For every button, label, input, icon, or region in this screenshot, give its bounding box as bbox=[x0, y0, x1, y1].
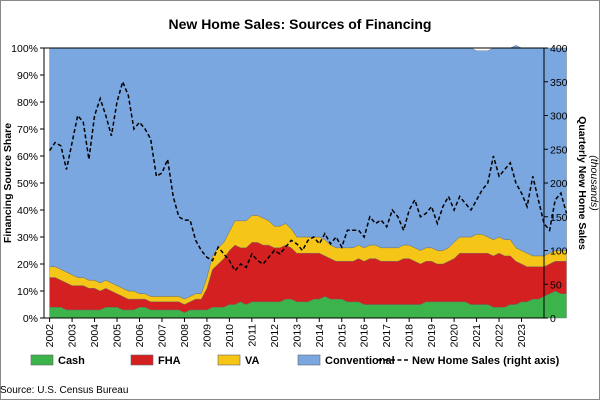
x-tick-label: 2017 bbox=[381, 324, 393, 348]
left-axis-title: Financing Source Share bbox=[2, 123, 14, 243]
chart-title: New Home Sales: Sources of Financing bbox=[169, 16, 432, 32]
x-tick-label: 2005 bbox=[112, 324, 124, 348]
legend-label-new-home-sales-right-axis: New Home Sales (right axis) bbox=[412, 355, 560, 367]
left-tick-label: 10% bbox=[17, 286, 38, 298]
left-tick-label: 0% bbox=[23, 313, 38, 325]
right-tick-label: 200 bbox=[550, 178, 568, 190]
left-tick-label: 100% bbox=[11, 43, 38, 55]
left-tick-label: 40% bbox=[17, 205, 38, 217]
right-tick-label: 300 bbox=[550, 111, 568, 123]
right-tick-label: 350 bbox=[550, 77, 568, 89]
left-tick-label: 50% bbox=[17, 178, 38, 190]
right-tick-label: 100 bbox=[550, 246, 568, 258]
x-tick-label: 2004 bbox=[89, 324, 101, 348]
x-tick-label: 2019 bbox=[426, 324, 438, 348]
x-tick-label: 2018 bbox=[404, 324, 416, 348]
legend-swatch-conventional bbox=[297, 354, 321, 366]
source-note: Source: U.S. Census Bureau bbox=[0, 385, 128, 396]
legend-swatch-cash bbox=[30, 354, 54, 366]
left-tick-label: 80% bbox=[17, 97, 38, 109]
right-tick-label: 0 bbox=[550, 313, 556, 325]
left-tick-label: 20% bbox=[17, 259, 38, 271]
x-tick-label: 2009 bbox=[201, 324, 213, 348]
x-tick-label: 2006 bbox=[134, 324, 146, 348]
x-tick-label: 2010 bbox=[224, 324, 236, 348]
left-tick-label: 70% bbox=[17, 124, 38, 136]
x-tick-label: 2015 bbox=[336, 324, 348, 348]
right-axis-subtitle: (thousands) bbox=[588, 155, 600, 210]
left-tick-label: 30% bbox=[17, 232, 38, 244]
right-tick-label: 250 bbox=[550, 144, 568, 156]
legend: Cash FHA VA Conventional New Home Sales (rig… bbox=[30, 354, 560, 367]
plot-area bbox=[49, 45, 567, 319]
x-tick-label: 2016 bbox=[359, 324, 371, 348]
x-tick-label: 2014 bbox=[314, 324, 326, 348]
x-tick-label: 2011 bbox=[246, 324, 258, 347]
x-tick-label: 2022 bbox=[494, 324, 506, 348]
right-axis: 0 50 100 150 200 250 300 350 400 bbox=[544, 43, 568, 325]
x-tick-label: 2003 bbox=[67, 324, 79, 348]
x-tick-label: 2023 bbox=[516, 324, 528, 348]
right-tick-label: 150 bbox=[550, 212, 568, 224]
x-tick-label: 2021 bbox=[471, 324, 483, 348]
left-axis: 0% 10% 20% 30% 40% 50% 60% 70% 80% 90% 100% bbox=[11, 43, 44, 325]
x-tick-label: 2013 bbox=[291, 324, 303, 348]
x-tick-label: 2008 bbox=[179, 324, 191, 348]
right-axis-title: Quarterly New Home Sales bbox=[576, 116, 588, 250]
x-tick-label: 2012 bbox=[269, 324, 281, 348]
x-axis: 2002 2003 2004 2005 2006 2007 2008 2009 2010 2011… bbox=[44, 318, 528, 347]
legend-swatch-va bbox=[217, 354, 241, 366]
new-home-sales-line-layer bbox=[48, 79, 568, 273]
right-tick-label: 400 bbox=[550, 43, 568, 55]
left-tick-label: 90% bbox=[17, 70, 38, 82]
left-tick-label: 60% bbox=[17, 151, 38, 163]
legend-label-fha: FHA bbox=[158, 355, 181, 367]
x-tick-label: 2002 bbox=[44, 324, 56, 348]
x-tick-label: 2007 bbox=[157, 324, 169, 348]
legend-swatch-fha bbox=[130, 354, 154, 366]
legend-label-va: VA bbox=[245, 355, 260, 367]
legend-label-cash: Cash bbox=[58, 355, 85, 367]
x-tick-label: 2020 bbox=[449, 324, 461, 348]
new-home-sales-line bbox=[48, 79, 568, 273]
right-tick-label: 50 bbox=[550, 279, 562, 291]
legend-label-conventional: Conventional bbox=[325, 355, 395, 367]
